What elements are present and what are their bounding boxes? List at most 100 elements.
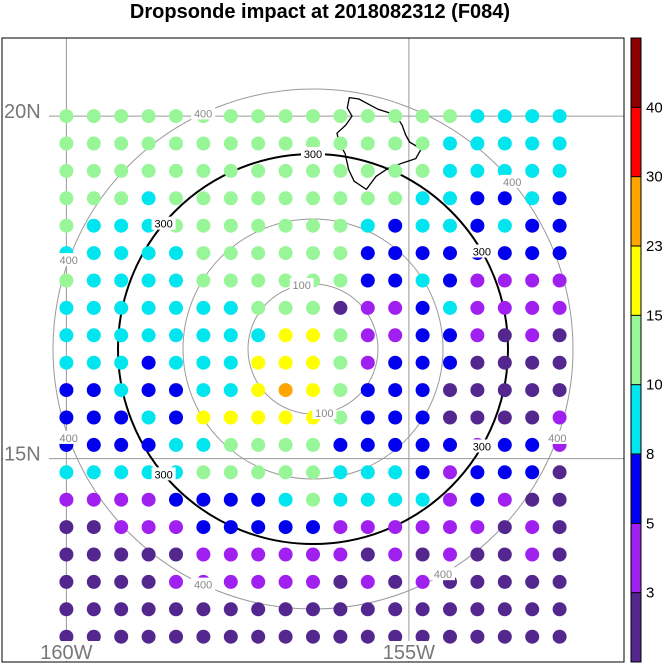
impact-point [497, 355, 512, 370]
impact-point [59, 218, 74, 233]
impact-point [306, 191, 320, 206]
impact-point [169, 109, 183, 124]
impact-point [415, 629, 430, 644]
impact-point [443, 629, 457, 644]
impact-point [196, 300, 211, 315]
impact-point [525, 410, 540, 425]
impact-point [86, 410, 101, 425]
impact-point [415, 602, 430, 617]
impact-point [552, 465, 567, 480]
impact-point [59, 629, 74, 644]
impact-point [497, 136, 512, 151]
ring-label-bg [191, 106, 216, 120]
impact-point [333, 602, 348, 617]
impact-point [552, 300, 567, 315]
impact-point [388, 109, 403, 124]
impact-point [470, 109, 485, 124]
impact-points [59, 109, 567, 644]
impact-point [59, 492, 74, 507]
impact-point [360, 109, 375, 124]
impact-point [223, 218, 238, 233]
impact-point [141, 574, 156, 589]
impact-point [497, 273, 512, 288]
impact-point [114, 465, 129, 480]
impact-point [114, 437, 129, 452]
lat-label-bg [3, 100, 49, 121]
impact-point [141, 273, 156, 288]
impact-point [415, 163, 430, 178]
impact-point [114, 355, 129, 370]
impact-point [333, 437, 348, 452]
lon-label: 160W [40, 642, 92, 664]
impact-point [278, 355, 293, 370]
impact-point [360, 629, 375, 644]
impact-point [196, 410, 211, 425]
impact-point [388, 355, 403, 370]
impact-point [251, 218, 266, 233]
impact-point [86, 629, 101, 644]
impact-point [552, 492, 567, 507]
impact-point [306, 355, 320, 370]
impact-point [360, 465, 375, 480]
impact-point [251, 602, 266, 617]
impact-point [388, 136, 403, 151]
impact-point [141, 547, 156, 562]
impact-point [333, 383, 348, 398]
impact-point [415, 191, 430, 206]
impact-point [223, 383, 238, 398]
impact-point [333, 465, 348, 480]
impact-point [443, 300, 457, 315]
impact-point [525, 136, 540, 151]
impact-point [306, 300, 320, 315]
impact-point [251, 328, 266, 343]
impact-point [306, 163, 320, 178]
impact-point [306, 246, 320, 261]
impact-point [470, 300, 485, 315]
impact-point [86, 492, 101, 507]
impact-point [223, 410, 238, 425]
impact-point [169, 383, 183, 398]
impact-point [388, 410, 403, 425]
impact-point [223, 191, 238, 206]
impact-point [415, 410, 430, 425]
impact-point [114, 574, 129, 589]
impact-point [86, 520, 101, 535]
impact-point [360, 273, 375, 288]
impact-point [388, 273, 403, 288]
impact-point [86, 191, 101, 206]
impact-point [360, 602, 375, 617]
ring-label: 300 [154, 219, 172, 231]
ring-label: 400 [194, 580, 212, 592]
impact-point [251, 492, 266, 507]
colorbar-segment [631, 523, 641, 593]
impact-point [141, 410, 156, 425]
impact-point [497, 109, 512, 124]
impact-point [169, 574, 183, 589]
impact-point [443, 163, 457, 178]
impact-point [443, 328, 457, 343]
impact-point [169, 629, 183, 644]
impact-point [552, 273, 567, 288]
impact-point [415, 492, 430, 507]
impact-point [525, 437, 540, 452]
colorbar-label: 40 [646, 99, 662, 116]
impact-point [360, 136, 375, 151]
impact-point [388, 191, 403, 206]
impact-point [86, 547, 101, 562]
impact-point [333, 547, 348, 562]
impact-point [59, 273, 74, 288]
impact-point [278, 629, 293, 644]
impact-point [333, 191, 348, 206]
ring-label: 400 [60, 433, 78, 445]
chart-title: Dropsonde impact at 2018082312 (F084) [129, 1, 511, 23]
impact-point [251, 465, 266, 480]
impact-point [415, 218, 430, 233]
impact-point [552, 602, 567, 617]
impact-point [223, 328, 238, 343]
impact-point [525, 492, 540, 507]
impact-point [470, 191, 485, 206]
impact-point [497, 410, 512, 425]
impact-point [251, 355, 266, 370]
impact-point [114, 136, 129, 151]
